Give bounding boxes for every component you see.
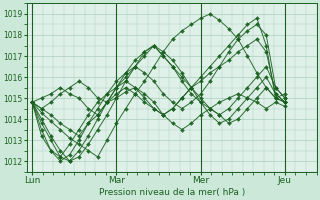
X-axis label: Pression niveau de la mer( hPa ): Pression niveau de la mer( hPa ) xyxy=(99,188,245,197)
